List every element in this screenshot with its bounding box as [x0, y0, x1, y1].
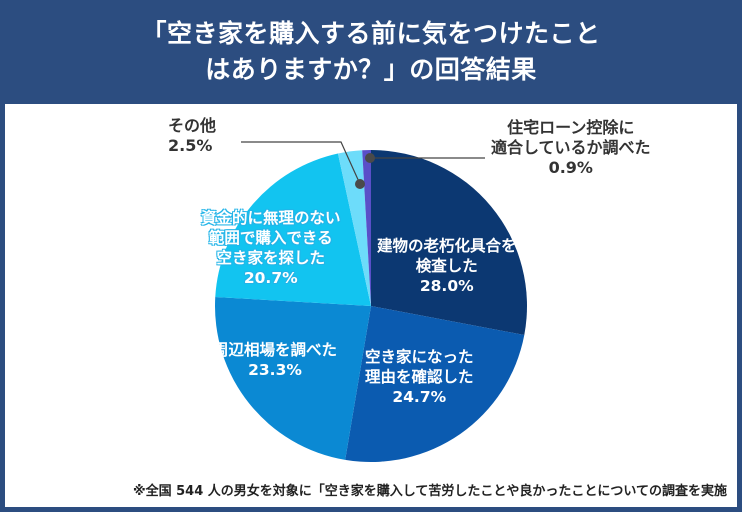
label-budget: 資金的に無理のない 範囲で購入できる 空き家を探した 20.7%	[201, 209, 341, 287]
pie-slice-other	[337, 150, 371, 306]
chart-title-line-1: 「空き家を購入する前に気をつけたこと	[141, 19, 601, 48]
pie-chart	[215, 141, 527, 462]
pie-slice-reason	[345, 306, 525, 462]
label-inspect: 建物の老朽化具合を 検査した 28.0%	[377, 237, 517, 295]
leader-dot-loan	[365, 153, 375, 163]
leader-line-other	[241, 141, 361, 185]
chart-header: 「空き家を購入する前に気をつけたこと はありますか？」の回答結果	[0, 0, 742, 104]
label-other: その他 2.5%	[168, 116, 217, 155]
survey-footnote: ※全国 544 人の男女を対象に「空き家を購入して苦労したことや良かったことにつ…	[132, 484, 727, 499]
chart-panel: 建物の老朽化具合を 検査した 28.0% 空き家になった 理由を確認した 24.…	[5, 104, 737, 507]
pie-slice-inspect	[371, 150, 527, 335]
label-loan: 住宅ローン控除に 適合しているか調べた 0.9%	[491, 118, 651, 177]
pie-slice-budget	[215, 153, 371, 306]
chart-title-line-2: はありますか？」の回答結果	[205, 55, 537, 84]
leader-dot-other	[355, 179, 365, 189]
label-reason: 空き家になった 理由を確認した 24.7%	[365, 348, 474, 406]
pie-slice-loan	[362, 150, 371, 306]
label-market: 周辺相場を調べた 23.3%	[213, 341, 338, 379]
pie-slice-market	[215, 296, 371, 460]
